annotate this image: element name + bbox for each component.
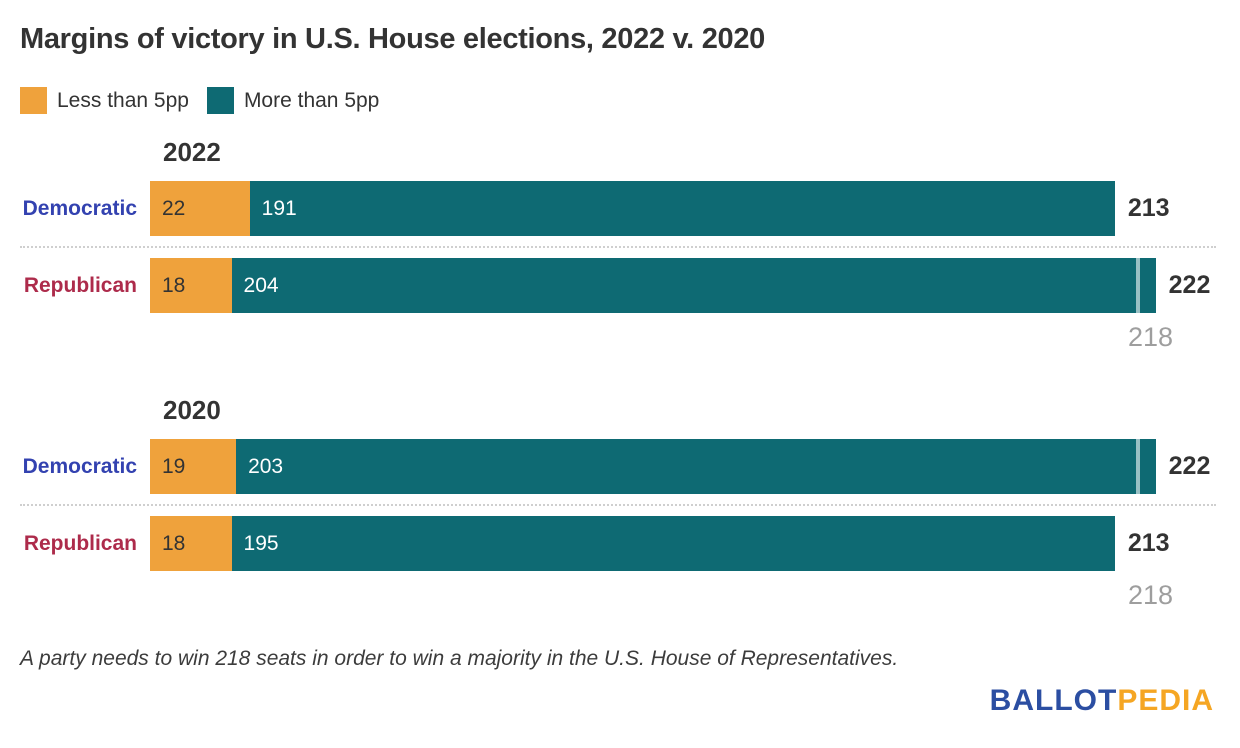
- party-label: Democratic: [22, 454, 137, 478]
- legend-item-less-than-5pp: Less than 5pp: [20, 87, 189, 114]
- stacked-bar: 22 191: [150, 181, 1115, 236]
- bar-segment-less-than-5pp: 18: [150, 516, 232, 571]
- bar-segment-more-than-5pp: 203: [236, 439, 1156, 494]
- total-label: 222: [1168, 452, 1211, 480]
- majority-threshold-label: 218: [1128, 322, 1174, 352]
- chart-group-2022: 2022 Democratic 22 191 213 Republican 18 204 222…: [20, 139, 1220, 352]
- total-label: 222: [1168, 271, 1211, 299]
- legend-swatch-teal: [206, 87, 234, 114]
- majority-threshold-label: 218: [1128, 580, 1174, 610]
- bar-row-2022-republican: Republican 18 204 222: [20, 258, 1220, 313]
- stacked-bar: 19 203: [150, 439, 1156, 494]
- bar-segment-less-than-5pp: 18: [150, 258, 232, 313]
- party-label: Democratic: [22, 196, 137, 220]
- logo-text-ballot: BALLOT: [989, 684, 1118, 717]
- legend-label: Less than 5pp: [57, 89, 189, 112]
- threshold-label-row: 218: [20, 322, 1220, 352]
- chart-title: Margins of victory in U.S. House electio…: [20, 23, 766, 55]
- ballotpedia-logo: BALLOTPEDIA: [990, 686, 1214, 716]
- stacked-bar: 18 195: [150, 516, 1115, 571]
- stacked-bar-chart: 2022 Democratic 22 191 213 Republican 18 204 222…: [20, 139, 1220, 610]
- bar-row-2020-democratic: Democratic 19 203 222: [20, 439, 1220, 494]
- group-header-2022: 2022: [163, 137, 221, 167]
- bar-row-2020-republican: Republican 18 195 213: [20, 516, 1220, 571]
- group-header-2020: 2020: [163, 395, 221, 425]
- logo-text-pedia: PEDIA: [1117, 684, 1214, 717]
- bar-segment-more-than-5pp: 191: [249, 181, 1115, 236]
- row-separator: [20, 504, 1216, 506]
- row-separator: [20, 246, 1216, 248]
- stacked-bar: 18 204: [150, 258, 1156, 313]
- majority-threshold-line: [1135, 439, 1140, 494]
- bar-segment-less-than-5pp: 22: [150, 181, 250, 236]
- legend-item-more-than-5pp: More than 5pp: [206, 87, 380, 114]
- total-label: 213: [1127, 529, 1170, 557]
- bar-segment-more-than-5pp: 204: [231, 258, 1156, 313]
- party-label: Republican: [23, 531, 137, 555]
- bar-segment-more-than-5pp: 195: [231, 516, 1115, 571]
- bar-row-2022-democratic: Democratic 22 191 213: [20, 181, 1220, 236]
- legend: Less than 5pp More than 5pp: [20, 87, 379, 114]
- footnote: A party needs to win 218 seats in order …: [20, 647, 899, 670]
- threshold-label-row: 218: [20, 580, 1220, 610]
- chart-group-2020: 2020 Democratic 19 203 222 Republican 18 195 213…: [20, 397, 1220, 610]
- bar-segment-less-than-5pp: 19: [150, 439, 237, 494]
- majority-threshold-line: [1135, 258, 1140, 313]
- party-label: Republican: [23, 273, 137, 297]
- total-label: 213: [1127, 194, 1170, 222]
- legend-label: More than 5pp: [243, 89, 380, 112]
- legend-swatch-orange: [20, 87, 47, 114]
